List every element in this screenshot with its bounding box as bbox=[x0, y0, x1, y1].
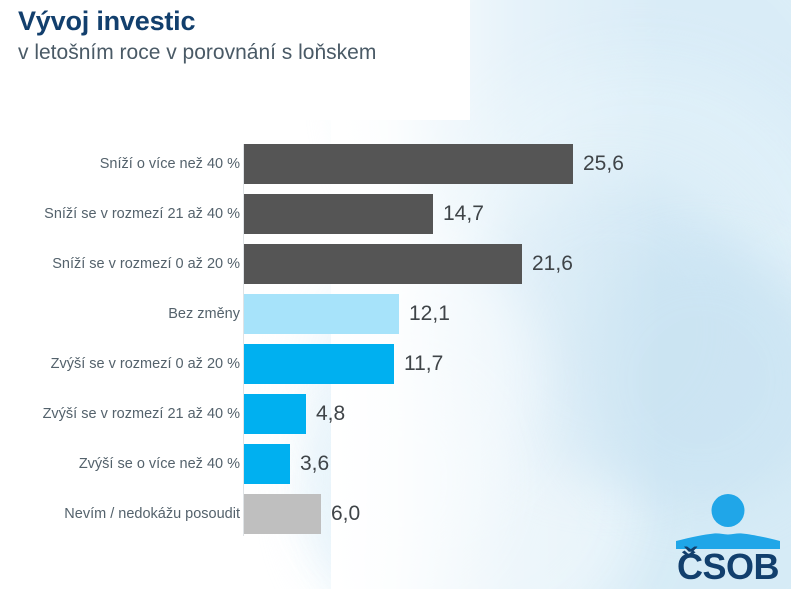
bar-value-label: 6,0 bbox=[331, 502, 361, 525]
bar bbox=[244, 394, 306, 434]
bar-category-label: Zvýší se v rozmezí 0 až 20 % bbox=[50, 356, 240, 372]
bar-row: Sníží o více než 40 % 25,6 bbox=[0, 144, 791, 184]
svg-text:ČSOB: ČSOB bbox=[677, 545, 779, 580]
bar-row: Zvýší se o více než 40 % 3,6 bbox=[0, 444, 791, 484]
csob-person-logo-icon bbox=[676, 494, 780, 549]
bar-chart: Sníží o více než 40 % 25,6 Sníží se v rozm… bbox=[0, 144, 791, 544]
bar-row: Zvýší se v rozmezí 21 až 40 % 4,8 bbox=[0, 394, 791, 434]
bar bbox=[244, 494, 321, 534]
bar-category-label: Zvýší se o více než 40 % bbox=[78, 456, 240, 472]
bar-value-label: 12,1 bbox=[409, 302, 450, 325]
bar-value-label: 14,7 bbox=[443, 202, 484, 225]
page-subtitle: v letošním roce v porovnání s loňskem bbox=[18, 41, 377, 64]
bar-value-label: 21,6 bbox=[532, 252, 573, 275]
page-title: Vývoj investic bbox=[18, 6, 196, 36]
bar-row: Sníží se v rozmezí 21 až 40 % 14,7 bbox=[0, 194, 791, 234]
chart-header: Vývoj investic v letošním roce v porovná… bbox=[18, 4, 376, 68]
bar-row: Sníží se v rozmezí 0 až 20 % 21,6 bbox=[0, 244, 791, 284]
bar bbox=[244, 294, 399, 334]
bar-rows: Sníží o více než 40 % 25,6 Sníží se v rozm… bbox=[0, 144, 791, 534]
bar-category-label: Sníží se v rozmezí 21 až 40 % bbox=[44, 206, 240, 222]
bar-value-label: 25,6 bbox=[583, 152, 624, 175]
bar bbox=[244, 344, 394, 384]
bar-row: Bez změny 12,1 bbox=[0, 294, 791, 334]
bar bbox=[244, 444, 290, 484]
csob-logo: ČSOB bbox=[672, 492, 784, 587]
bar bbox=[244, 244, 522, 284]
bar-category-label: Sníží o více než 40 % bbox=[99, 156, 240, 172]
chart-axis-line bbox=[243, 144, 244, 536]
bar-category-label: Sníží se v rozmezí 0 až 20 % bbox=[52, 256, 240, 272]
bar bbox=[244, 144, 573, 184]
csob-wordmark: ČSOB bbox=[677, 545, 780, 587]
bar-value-label: 3,6 bbox=[300, 452, 330, 475]
bar-category-label: Zvýší se v rozmezí 21 až 40 % bbox=[42, 406, 240, 422]
bar-row: Zvýší se v rozmezí 0 až 20 % 11,7 bbox=[0, 344, 791, 384]
bar-value-label: 4,8 bbox=[316, 402, 346, 425]
bar bbox=[244, 194, 433, 234]
bar-value-label: 11,7 bbox=[404, 352, 444, 375]
bar-category-label: Bez změny bbox=[168, 306, 240, 322]
bar-category-label: Nevím / nedokážu posoudit bbox=[64, 506, 240, 522]
